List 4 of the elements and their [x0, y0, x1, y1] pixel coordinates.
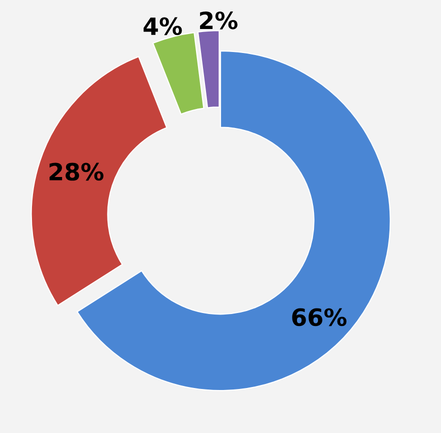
data-label: 28%: [50, 162, 104, 181]
data-label: 2%: [200, 11, 238, 30]
data-label: 4%: [144, 17, 182, 36]
data-label: 66%: [292, 308, 346, 326]
